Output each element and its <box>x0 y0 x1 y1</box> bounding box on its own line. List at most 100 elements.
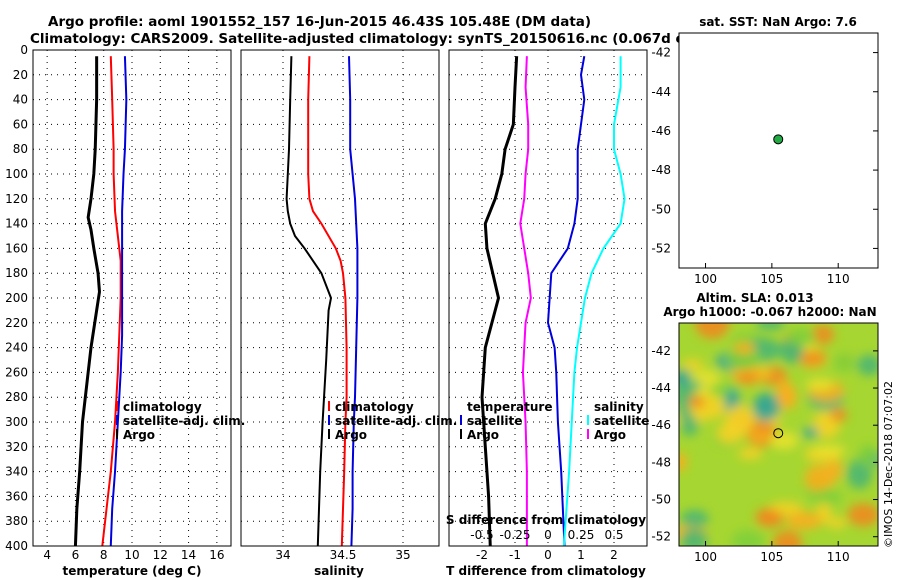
sla-map: Altim. SLA: 0.013 Argo h1000: -0.067 h20… <box>651 291 879 564</box>
t-difference-tick-label: 0 <box>544 548 552 562</box>
series-line-t-satellite <box>546 56 586 547</box>
figure-title-line2: Climatology: CARS2009. Satellite-adjuste… <box>30 31 732 47</box>
lat-tick-label: -42 <box>651 46 671 60</box>
sla-blob <box>680 528 708 546</box>
sla-field <box>679 323 878 546</box>
sst-lon-ticks: 100 105 110 <box>694 263 850 286</box>
depth-tick-label: 80 <box>13 142 28 156</box>
sst-map-markers <box>773 134 784 145</box>
depth-tick-label: 360 <box>5 489 28 503</box>
sla-blob <box>679 369 691 386</box>
sla-map-markers <box>773 428 784 439</box>
temperature-tick-label: 12 <box>153 548 168 562</box>
temperature-tick-label: 14 <box>181 548 196 562</box>
sst-map-frame <box>678 32 879 269</box>
legend-label-satellite: satellite-adj. clim. <box>123 414 245 428</box>
salinity-profile-chart: 34 34.5 35 salinity climatology satellite-… <box>240 49 457 578</box>
sla-blob <box>731 529 765 546</box>
legend-label-t-argo: Argo <box>467 428 499 442</box>
depth-tick-label: 100 <box>5 167 28 181</box>
temperature-series <box>73 56 128 547</box>
s-difference-tick-label: 0 <box>544 528 552 542</box>
t-difference-tick-label: -1 <box>509 548 521 562</box>
temperature-axis-ticks: 4 6 8 10 12 14 16 <box>43 548 224 562</box>
temperature-plot-frame <box>32 49 232 547</box>
temperature-axis-label: temperature (deg C) <box>63 564 202 578</box>
temperature-legend: climatology satellite-adj. clim. Argo <box>116 400 245 442</box>
lat-tick-label: -50 <box>651 202 671 216</box>
salinity-grid <box>241 50 439 546</box>
lat-tick-label: -44 <box>651 381 671 395</box>
series-line-s-argo <box>519 56 532 546</box>
series-line-satellite-adj-clim <box>109 56 128 547</box>
sla-lat-ticks: -42 -44 -46 -48 -50 -52 <box>651 344 878 544</box>
sla-blob <box>679 453 688 472</box>
temperature-tick-label: 6 <box>72 548 80 562</box>
sla-blob <box>716 423 744 445</box>
s-difference-tick-label: -0.5 <box>470 528 493 542</box>
t-difference-axis-ticks: -2 -1 0 1 2 <box>476 548 618 562</box>
series-line-climatology <box>307 56 348 547</box>
sla-blob <box>802 427 819 438</box>
t-difference-axis-label: T difference from climatology <box>446 564 646 578</box>
series-line-satellite-adj-clim <box>348 56 359 547</box>
depth-tick-label: 120 <box>5 192 28 206</box>
sla-blob <box>688 395 705 409</box>
sla-blob <box>859 444 877 468</box>
lon-tick-label: 105 <box>760 272 783 286</box>
difference-legend-temperature: temperature satellite Argo <box>460 400 552 442</box>
sla-blob <box>755 323 785 330</box>
legend-title-salinity: salinity <box>594 400 644 414</box>
difference-plot-frame <box>448 49 648 547</box>
temperature-tick-label: 10 <box>124 548 139 562</box>
temperature-tick-label: 4 <box>43 548 51 562</box>
salinity-series <box>285 56 359 547</box>
s-difference-tick-label: 0.5 <box>604 528 623 542</box>
depth-tick-label: 180 <box>5 266 28 280</box>
legend-label-argo: Argo <box>123 428 155 442</box>
sla-blob <box>756 509 781 522</box>
sla-map-title-line2: Argo h1000: -0.067 h2000: NaN <box>663 305 876 319</box>
temperature-profile-chart: 0 20 40 60 80 100 120 140 160 180 200 220 240 260 280 3… <box>5 43 245 578</box>
salinity-axis-label: salinity <box>314 564 364 578</box>
depth-tick-label: 160 <box>5 241 28 255</box>
lon-tick-label: 110 <box>827 272 850 286</box>
depth-tick-label: 280 <box>5 390 28 404</box>
sla-blob <box>737 372 758 384</box>
sla-blob <box>680 416 699 437</box>
series-line-argo <box>285 56 333 547</box>
sla-blob <box>804 464 835 493</box>
s-difference-axis-ticks: -0.5 -0.25 0 0.25 0.5 <box>470 528 623 542</box>
sla-blob <box>752 393 780 422</box>
depth-tick-label: 140 <box>5 217 28 231</box>
legend-label-satellite: satellite-adj. clim. <box>335 414 457 428</box>
legend-label-climatology: climatology <box>335 400 414 414</box>
sla-blob <box>724 347 761 370</box>
sla-blob <box>826 517 848 529</box>
temperature-grid <box>33 50 231 546</box>
depth-tick-label: 340 <box>5 465 28 479</box>
sla-blob <box>681 359 704 370</box>
legend-title-temperature: temperature <box>467 400 552 414</box>
lat-tick-label: -50 <box>651 493 671 507</box>
salinity-tick-label: 34.5 <box>330 548 357 562</box>
lon-tick-label: 100 <box>694 550 717 564</box>
salinity-legend: climatology satellite-adj. clim. Argo <box>328 400 457 442</box>
sla-blob <box>748 431 770 442</box>
lat-tick-label: -48 <box>651 455 671 469</box>
difference-series <box>480 56 626 547</box>
lat-tick-label: -42 <box>651 344 671 358</box>
lon-tick-label: 100 <box>694 272 717 286</box>
imos-watermark: ©IMOS 14-Dec-2018 07:07:02 <box>882 381 895 548</box>
sla-blob <box>785 511 823 530</box>
depth-tick-label: 20 <box>13 68 28 82</box>
sla-lon-ticks: 100 105 110 <box>694 541 850 564</box>
difference-profile-chart: -2 -1 0 1 2 -0.5 -0.25 0 0.25 0.5 S difference f… <box>446 49 649 578</box>
legend-label-climatology: climatology <box>123 400 202 414</box>
salinity-plot-frame <box>240 49 440 547</box>
difference-grid <box>449 50 647 546</box>
legend-label-t-satellite: satellite <box>467 414 522 428</box>
depth-tick-label: 240 <box>5 341 28 355</box>
depth-tick-label: 40 <box>13 93 28 107</box>
